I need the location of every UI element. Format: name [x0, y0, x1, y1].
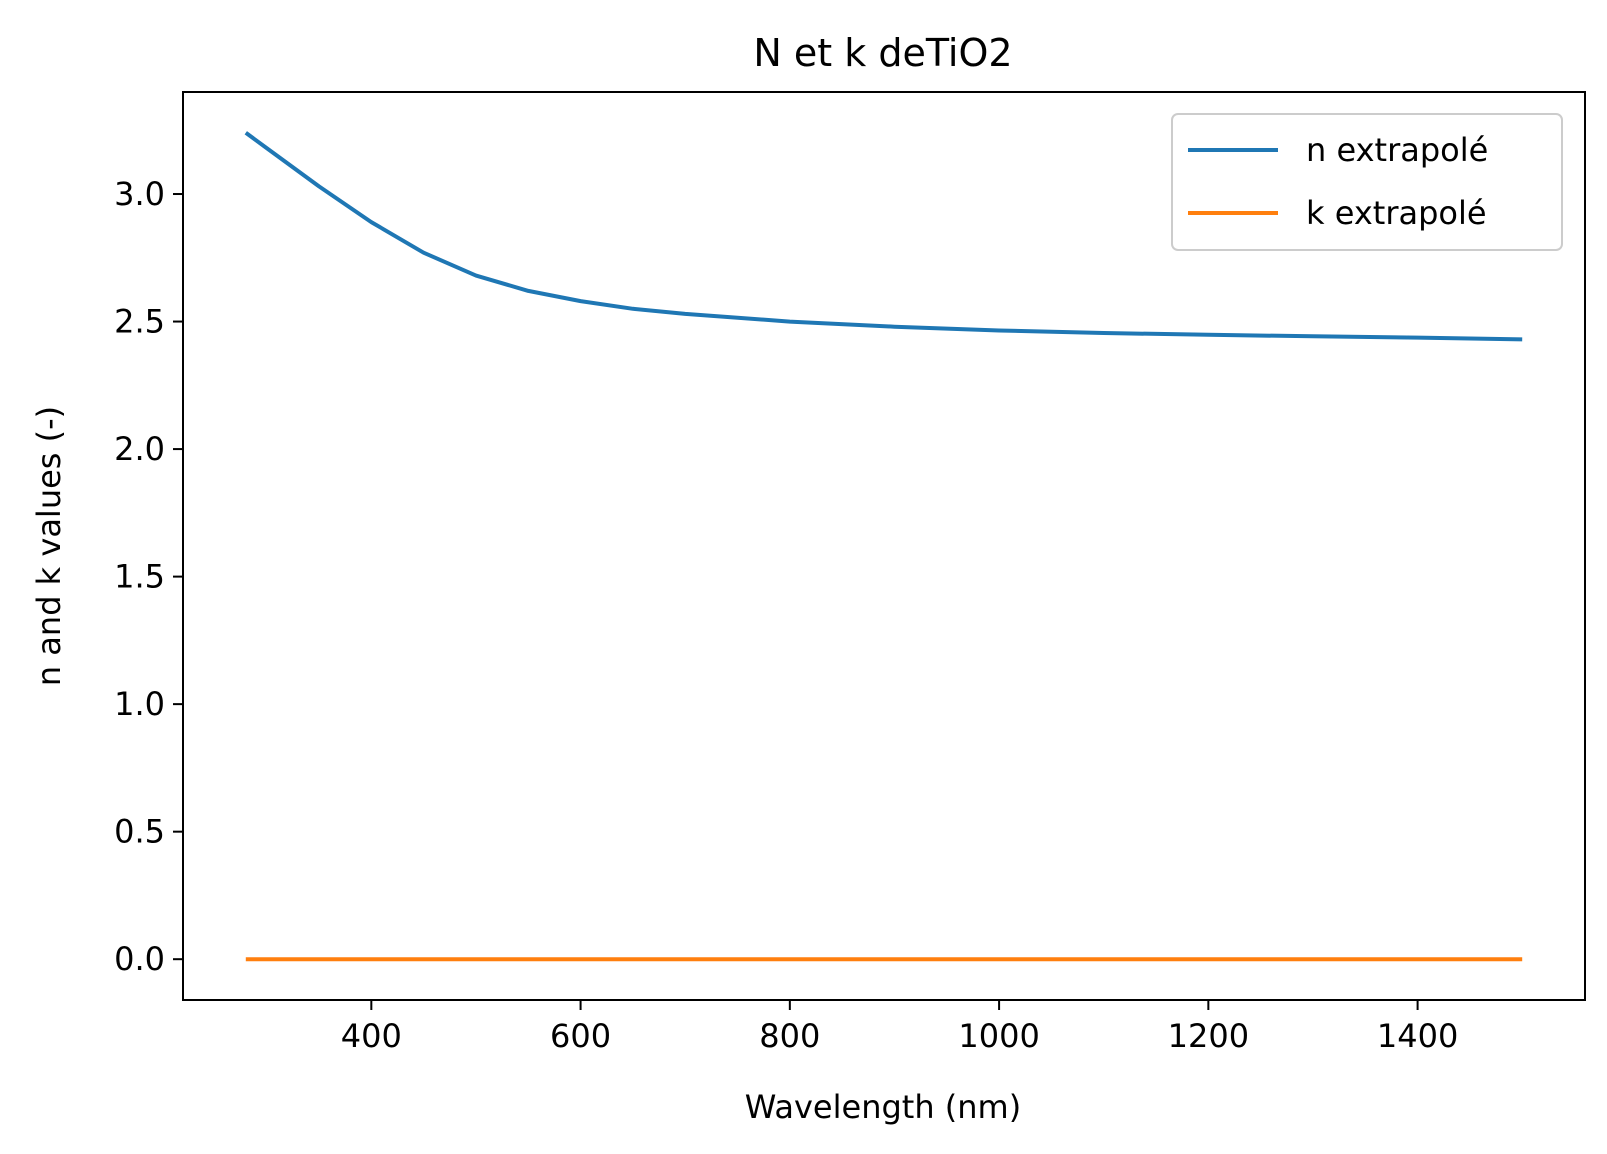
- chart-title: N et k deTiO2: [753, 31, 1012, 75]
- x-axis-label: Wavelength (nm): [745, 1088, 1021, 1126]
- y-axis-label: n and k values (-): [30, 406, 68, 686]
- plot-frame: [182, 91, 1586, 1001]
- series-lines: [244, 131, 1523, 962]
- y-tick-label: 2.5: [114, 303, 165, 341]
- plot-area: 400 600 800 1000 1200 1400 0.0 0.5 1.0 1.5 2.0 2.5…: [114, 91, 1586, 1055]
- x-tick-label: 800: [759, 1017, 820, 1055]
- x-tick-label: 600: [550, 1017, 611, 1055]
- x-tick-label: 400: [341, 1017, 402, 1055]
- legend-label-k-extrapole: k extrapolé: [1306, 194, 1487, 232]
- y-tick-label: 1.0: [114, 685, 165, 723]
- y-tick-label: 2.0: [114, 430, 165, 468]
- x-tick-label: 1200: [1168, 1017, 1249, 1055]
- y-tick-label: 0.5: [114, 813, 165, 851]
- x-axis-ticks: 400 600 800 1000 1200 1400: [341, 1000, 1458, 1055]
- y-axis-ticks: 0.0 0.5 1.0 1.5 2.0 2.5 3.0: [114, 175, 183, 978]
- series-line-0: [244, 131, 1523, 342]
- legend-label-n-extrapole: n extrapolé: [1306, 131, 1488, 169]
- x-tick-label: 1000: [958, 1017, 1039, 1055]
- y-tick-label: 1.5: [114, 558, 165, 596]
- legend: n extrapolé k extrapolé: [1171, 113, 1563, 251]
- x-tick-label: 1400: [1377, 1017, 1458, 1055]
- y-tick-label: 0.0: [114, 940, 165, 978]
- y-tick-label: 3.0: [114, 175, 165, 213]
